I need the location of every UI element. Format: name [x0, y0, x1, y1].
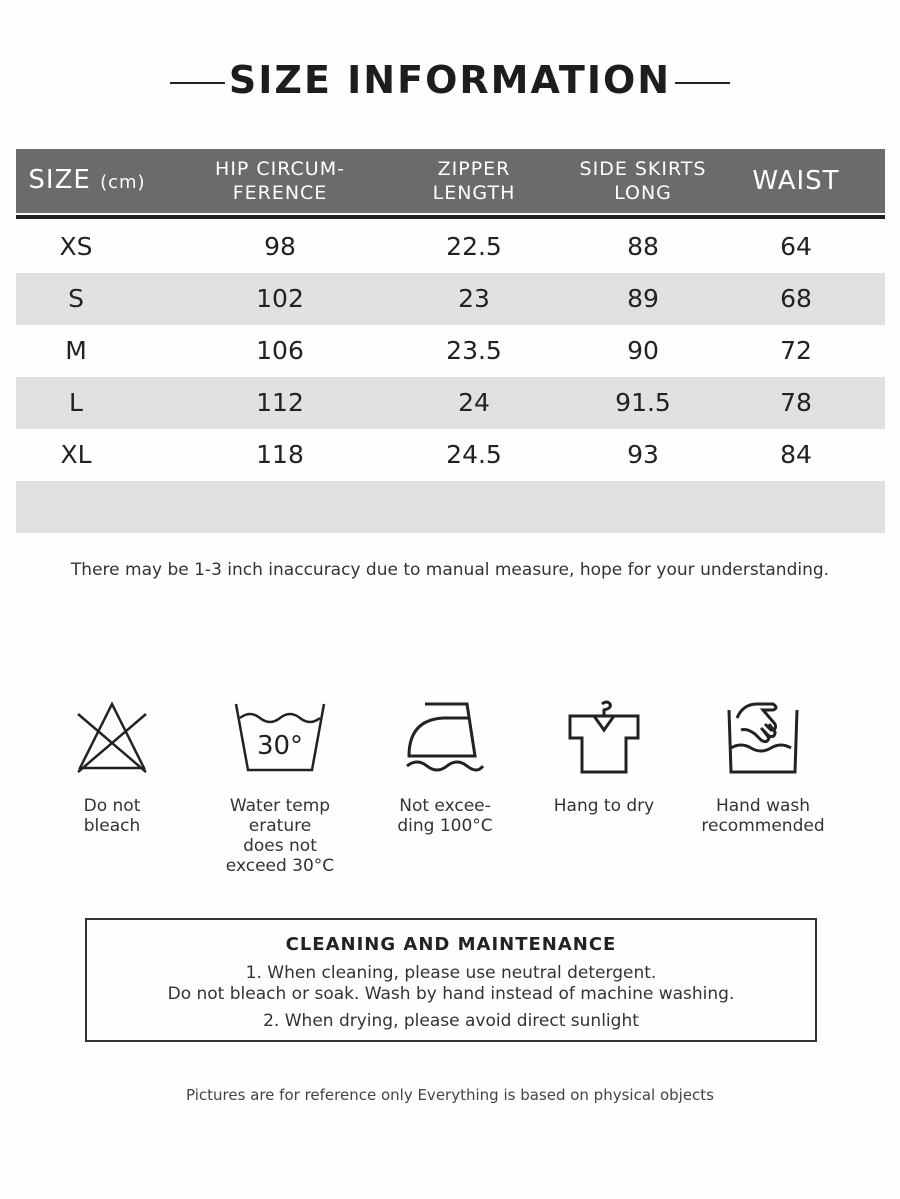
- care-label: Hang to dry: [553, 796, 655, 816]
- care-wash-30: 30° Water temp erature does not exceed 3…: [205, 700, 355, 876]
- care-no-bleach: Do not bleach: [37, 700, 187, 836]
- table-cell: M: [65, 336, 87, 365]
- iron-icon: [406, 702, 485, 772]
- measure-note: There may be 1-3 inch inaccuracy due to …: [70, 560, 830, 580]
- care-hand-wash: Hand wash recommended: [688, 700, 838, 836]
- hang-dry-icon: [568, 700, 640, 774]
- hand-wash-icon: [727, 702, 799, 774]
- care-label: Not excee- ding 100°C: [397, 796, 493, 836]
- table-cell: 106: [256, 336, 304, 365]
- cleaning-box: CLEANING AND MAINTENANCE 1. When cleanin…: [85, 918, 817, 1042]
- cleaning-line-3: 2. When drying, please avoid direct sunl…: [263, 1011, 639, 1031]
- care-label: Do not bleach: [83, 796, 141, 836]
- title-text: SIZE INFORMATION: [228, 58, 672, 102]
- header-hip-l2: FERENCE: [232, 182, 328, 204]
- header-hip-l1: HIP CIRCUM-: [215, 158, 345, 180]
- care-hang-dry: Hang to dry: [529, 700, 679, 816]
- table-cell: XL: [60, 440, 92, 469]
- table-row: XS 98 22.5 88 64: [16, 221, 885, 273]
- empty-row: [16, 481, 885, 533]
- header-zipper-l1: ZIPPER: [437, 158, 511, 180]
- table-header: SIZE (cm) HIP CIRCUM- FERENCE ZIPPER LENGT…: [16, 149, 885, 213]
- header-size-label: SIZE: [28, 164, 91, 195]
- header-waist: WAIST: [752, 149, 839, 213]
- table-cell: 90: [627, 336, 659, 365]
- table-row: S 102 23 89 68: [16, 273, 885, 325]
- header-unit: (cm): [100, 171, 146, 193]
- table-row: XL 118 24.5 93 84: [16, 429, 885, 481]
- care-iron: Not excee- ding 100°C: [370, 700, 520, 836]
- header-divider: [16, 215, 885, 219]
- table-cell: L: [69, 388, 83, 417]
- header-waist-label: WAIST: [752, 166, 840, 196]
- table-cell: 22.5: [446, 232, 502, 261]
- header-zipper-l2: LENGTH: [432, 182, 516, 204]
- table-cell: 89: [627, 284, 659, 313]
- header-side: SIDE SKIRTS LONG: [580, 149, 707, 213]
- table-cell: 93: [627, 440, 659, 469]
- footer-note: Pictures are for reference only Everythi…: [185, 1086, 714, 1104]
- cleaning-title: CLEANING AND MAINTENANCE: [285, 934, 617, 955]
- header-hip: HIP CIRCUM- FERENCE: [215, 149, 345, 213]
- table-cell: S: [68, 284, 84, 313]
- table-cell: 91.5: [615, 388, 671, 417]
- header-side-l1: SIDE SKIRTS: [579, 158, 707, 180]
- table-row: L 112 24 91.5 78: [16, 377, 885, 429]
- wash-30-icon: 30°: [234, 703, 326, 772]
- table-cell: 23.5: [446, 336, 502, 365]
- table-cell: 24: [458, 388, 490, 417]
- header-zipper: ZIPPER LENGTH: [433, 149, 516, 213]
- no-bleach-icon: [77, 701, 147, 773]
- care-label: Hand wash recommended: [701, 796, 825, 836]
- table-cell: 84: [780, 440, 812, 469]
- table-cell: 64: [780, 232, 812, 261]
- cleaning-line-1: 1. When cleaning, please use neutral det…: [245, 963, 657, 983]
- table-row: M 106 23.5 90 72: [16, 325, 885, 377]
- page-title: SIZE INFORMATION: [0, 58, 900, 102]
- table-cell: 24.5: [446, 440, 502, 469]
- table-cell: 72: [780, 336, 812, 365]
- temp-text: 30°: [257, 731, 303, 761]
- table-cell: 102: [256, 284, 304, 313]
- table-cell: 78: [780, 388, 812, 417]
- header-size: SIZE (cm): [28, 149, 145, 213]
- table-cell: 68: [780, 284, 812, 313]
- table-cell: 98: [264, 232, 296, 261]
- table-cell: XS: [59, 232, 93, 261]
- table-cell: 23: [458, 284, 490, 313]
- table-cell: 112: [256, 388, 304, 417]
- care-label: Water temp erature does not exceed 30°C: [225, 796, 335, 876]
- table-cell: 118: [256, 440, 304, 469]
- cleaning-line-2: Do not bleach or soak. Wash by hand inst…: [167, 984, 735, 1004]
- header-side-l2: LONG: [614, 182, 672, 204]
- table-cell: 88: [627, 232, 659, 261]
